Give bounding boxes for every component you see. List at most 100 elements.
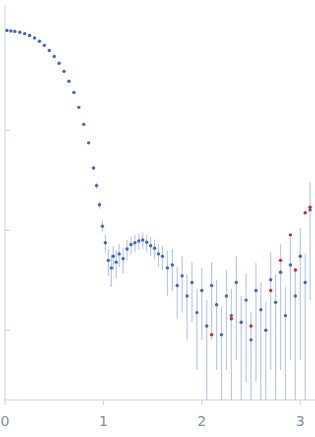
data-point [299, 255, 302, 258]
data-point [115, 260, 118, 263]
data-point [23, 32, 26, 35]
error-bar [167, 251, 168, 296]
data-point [92, 166, 95, 169]
x-tick-label: 0 [1, 413, 10, 429]
error-bar [216, 280, 217, 370]
error-bar [108, 249, 109, 276]
data-point [249, 324, 252, 327]
error-bar [196, 289, 197, 370]
data-point [289, 233, 292, 236]
x-tick-label: 3 [296, 413, 305, 429]
error-bar [305, 254, 306, 400]
error-bar [172, 249, 173, 290]
data-point [38, 40, 41, 43]
error-bar [177, 267, 178, 319]
data-point [117, 252, 120, 255]
error-bar [186, 275, 187, 340]
data-point [62, 70, 65, 73]
error-bar [221, 307, 222, 400]
data-point [161, 255, 164, 258]
error-bar [236, 256, 237, 360]
data-point [259, 308, 262, 311]
error-bar [241, 296, 242, 400]
x-axis [5, 400, 315, 401]
data-point [157, 252, 160, 255]
error-bar [246, 273, 247, 382]
y-tick [5, 330, 10, 331]
x-tick-label: 2 [197, 413, 206, 429]
data-point [269, 289, 272, 292]
data-point [82, 123, 85, 126]
data-point [289, 263, 292, 266]
data-point [254, 289, 257, 292]
data-point [210, 284, 213, 287]
data-point [239, 321, 242, 324]
data-point [57, 62, 60, 65]
error-bar [231, 289, 232, 400]
error-bar [275, 275, 276, 400]
error-bar [270, 252, 271, 369]
error-bar [116, 250, 117, 278]
data-point [129, 243, 132, 246]
error-bar [255, 263, 256, 382]
data-point [230, 314, 233, 317]
error-bar [122, 248, 123, 274]
data-point [210, 333, 213, 336]
error-bar [260, 283, 261, 400]
data-point [195, 311, 198, 314]
x-tick-label: 1 [99, 413, 108, 429]
data-point [137, 239, 140, 242]
data-point [220, 333, 223, 336]
data-point [77, 106, 80, 109]
data-point [294, 294, 297, 297]
data-point [133, 241, 136, 244]
error-bar [309, 183, 310, 300]
data-point [149, 244, 152, 247]
data-point [180, 274, 183, 277]
x-tick [201, 400, 202, 405]
data-point [294, 268, 297, 271]
data-point [205, 324, 208, 327]
data-point [121, 257, 124, 260]
data-point [107, 259, 110, 262]
error-bar [191, 262, 192, 322]
data-point [215, 303, 218, 306]
data-point [33, 36, 36, 39]
data-point [269, 278, 272, 281]
data-point [141, 238, 144, 241]
chart: 0 1 2 3 [0, 0, 315, 437]
data-point [9, 29, 12, 32]
data-point [230, 317, 233, 320]
data-point [5, 29, 8, 32]
data-point [200, 289, 203, 292]
data-point [244, 298, 247, 301]
data-point [284, 314, 287, 317]
error-bar [295, 268, 296, 400]
error-bar [285, 287, 286, 400]
error-bar [182, 256, 183, 312]
error-bar [226, 270, 227, 370]
data-point [279, 271, 282, 274]
data-point [308, 206, 311, 209]
data-point [43, 44, 46, 47]
error-bar [211, 262, 212, 340]
error-bar [206, 300, 207, 400]
data-point [95, 184, 98, 187]
error-bar [111, 255, 112, 287]
data-point [153, 247, 156, 250]
data-point [274, 301, 277, 304]
y-tick [5, 130, 10, 131]
data-point [166, 266, 169, 269]
data-point [171, 263, 174, 266]
data-point [145, 240, 148, 243]
y-tick [5, 230, 10, 231]
data-point [235, 281, 238, 284]
data-point [48, 49, 51, 52]
data-point [110, 266, 113, 269]
data-point [18, 31, 21, 34]
data-point [13, 30, 16, 33]
data-point [104, 241, 107, 244]
y-axis [5, 5, 6, 400]
data-point [98, 203, 101, 206]
data-point [101, 224, 104, 227]
